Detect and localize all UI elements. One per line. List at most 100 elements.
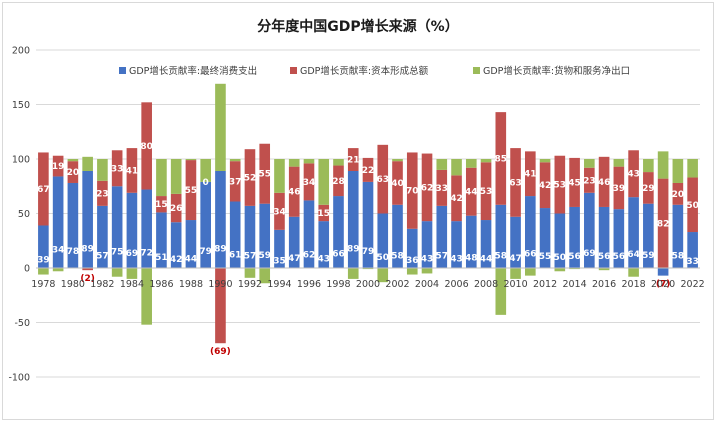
data-label-capital-1983: 33	[111, 164, 124, 174]
data-label-capital-2005: 33	[436, 184, 449, 194]
bar-consumption-1995	[288, 216, 300, 268]
bar-capital-1995	[288, 166, 300, 217]
data-label-consumption-1990: 89	[214, 245, 227, 255]
data-label-capital-1986: 15	[155, 200, 168, 210]
bar-consumption-1980	[67, 182, 79, 268]
bar-consumption-2008	[480, 220, 492, 268]
bar-net-export-1991	[229, 159, 241, 162]
data-label-consumption-2018: 64	[627, 250, 640, 260]
data-label-capital-1980: 20	[67, 168, 80, 178]
bar-consumption-2016	[598, 206, 610, 268]
bar-consumption-1996	[303, 200, 315, 268]
data-label-consumption-2021: 58	[672, 251, 685, 261]
data-label-consumption-2007: 48	[465, 254, 478, 264]
data-label-capital-2010: 63	[509, 178, 522, 188]
bar-consumption-1984	[126, 192, 138, 268]
bar-consumption-1991	[229, 201, 241, 268]
bar-capital-1993	[259, 143, 271, 204]
bar-capital-1998	[333, 165, 344, 197]
bar-consumption-1978	[38, 225, 49, 268]
bar-consumption-2007	[465, 215, 477, 268]
bar-capital-1992	[244, 149, 256, 206]
bar-consumption-2002	[392, 204, 403, 268]
data-label-capital-2006: 42	[450, 194, 463, 204]
bar-consumption-2022	[687, 232, 698, 268]
data-label-consumption-1978: 39	[37, 255, 50, 265]
data-label-consumption-2006: 43	[450, 255, 463, 265]
bar-capital-2008	[480, 162, 492, 221]
bar-consumption-1989	[200, 181, 212, 268]
bar-net-export-1988	[185, 159, 197, 161]
x-tick-label-1992: 1992	[238, 279, 262, 290]
data-label-consumption-2015: 69	[583, 249, 596, 259]
bar-net-export-1994	[274, 159, 285, 193]
y-tick-label: 150	[12, 100, 30, 111]
bar-consumption-2017	[613, 209, 625, 268]
bar-net-export-2017	[613, 159, 625, 167]
bar-capital-2003	[406, 152, 418, 229]
data-label-consumption-1981: 89	[81, 245, 94, 255]
data-label-consumption-1988: 44	[185, 254, 198, 264]
data-label-capital-2020: 82	[657, 219, 670, 229]
bar-net-export-2020	[657, 151, 669, 179]
bar-net-export-1995	[288, 159, 300, 167]
bar-consumption-1990	[215, 170, 226, 268]
data-label-capital-2012: 42	[539, 181, 552, 191]
data-label-consumption-1995: 47	[288, 254, 301, 264]
bar-capital-2014	[569, 157, 580, 207]
bar-capital-2021	[672, 182, 684, 205]
data-label-consumption-2022: 33	[686, 257, 699, 267]
legend-swatch-consumption	[119, 67, 126, 74]
x-tick-label-1998: 1998	[326, 279, 350, 290]
x-axis: 1978 1980 1982 1984 1986 1988 1990 1992 1994 1996…	[31, 267, 705, 290]
data-label-capital-1994: 34	[273, 207, 286, 217]
bar-consumption-1979	[52, 176, 64, 268]
data-label-capital-2015: 23	[583, 176, 596, 186]
bar-net-export-2001	[377, 268, 389, 283]
data-label-capital-1990: (69)	[210, 347, 231, 357]
legend-label-net-export: GDP增长贡献率:货物和服务净出口	[483, 65, 630, 77]
bar-consumption-1986	[156, 212, 167, 268]
data-label-capital-1979: 19	[52, 162, 65, 172]
x-tick-label-1996: 1996	[297, 279, 321, 290]
bar-capital-2002	[392, 161, 403, 205]
data-label-consumption-2008: 44	[480, 254, 493, 264]
bar-net-export-2019	[643, 159, 654, 173]
bar-consumption-2001	[377, 213, 389, 268]
bar-consumption-1999	[347, 170, 359, 268]
bar-capital-2009	[495, 112, 507, 205]
bar-net-export-2012	[539, 159, 551, 163]
bar-capital-1987	[170, 193, 182, 223]
x-tick-label-1984: 1984	[120, 279, 144, 290]
data-label-capital-2001: 63	[376, 175, 389, 185]
bar-capital-2015	[584, 167, 595, 193]
data-label-capital-1985: 80	[140, 142, 153, 152]
data-label-consumption-2005: 57	[436, 252, 449, 262]
data-label-consumption-1983: 75	[111, 248, 124, 258]
data-label-capital-1987: 26	[170, 204, 183, 214]
data-label-capital-1995: 46	[288, 188, 301, 198]
bar-capital-2011	[524, 151, 536, 197]
bar-consumption-1985	[141, 189, 152, 268]
data-label-capital-1999: 21	[347, 156, 360, 166]
x-tick-label-2008: 2008	[474, 279, 498, 290]
bar-net-export-1980	[67, 159, 79, 162]
data-label-capital-1998: 28	[332, 177, 345, 187]
bar-consumption-2003	[406, 228, 418, 268]
bar-net-export-1990	[215, 83, 226, 171]
bar-consumption-2011	[524, 196, 536, 268]
x-tick-label-2002: 2002	[385, 279, 409, 290]
data-label-consumption-1985: 72	[140, 248, 153, 258]
data-label-consumption-2004: 43	[421, 255, 434, 265]
legend-entry-net-export: GDP增长贡献率:货物和服务净出口	[473, 65, 630, 77]
bar-capital-2018	[628, 150, 639, 198]
bar-consumption-2009	[495, 204, 507, 268]
data-label-consumption-1994: 35	[273, 256, 286, 266]
data-labels: 39 67 34 19 78 20 89 (2) 57 23 75 33 69 41 72 80 51 15 42 2…	[37, 142, 699, 357]
bar-consumption-2015	[584, 192, 595, 268]
data-label-capital-2011: 41	[524, 170, 537, 180]
bar-net-export-1999	[347, 268, 359, 279]
x-tick-label-1986: 1986	[149, 279, 173, 290]
data-label-capital-2019: 29	[642, 184, 655, 194]
bar-consumption-2005	[436, 205, 448, 268]
